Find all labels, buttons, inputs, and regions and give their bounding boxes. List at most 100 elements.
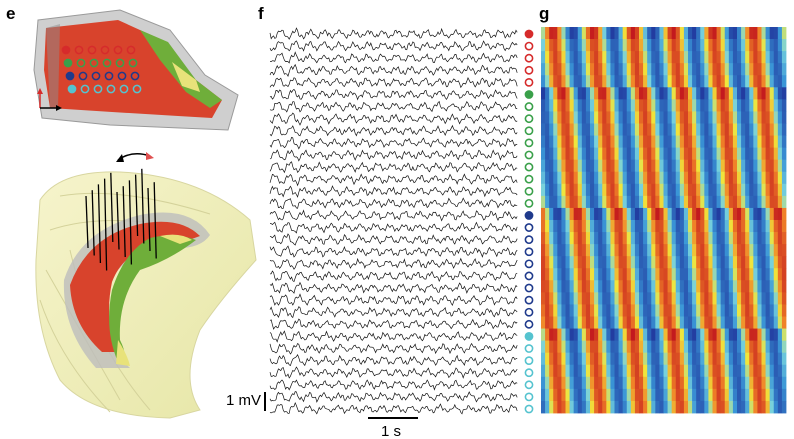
heatmap-cell bbox=[610, 256, 615, 269]
heatmap-cell bbox=[696, 195, 701, 209]
heatmap-cell bbox=[732, 39, 738, 52]
lfp-trace bbox=[269, 391, 518, 403]
heatmap-cell bbox=[720, 400, 726, 414]
heatmap-cell bbox=[773, 195, 779, 209]
heatmap-cell bbox=[667, 51, 673, 64]
heatmap-cell bbox=[663, 340, 668, 354]
heatmap-cell bbox=[573, 316, 579, 329]
heatmap-cell bbox=[569, 111, 575, 124]
heatmap-cell bbox=[663, 99, 668, 112]
heatmap-cell bbox=[557, 183, 562, 197]
heatmap-cell bbox=[655, 268, 660, 281]
heatmap-cell bbox=[630, 207, 636, 221]
heatmap-cell bbox=[573, 159, 579, 173]
heatmap-cell bbox=[634, 39, 640, 52]
heatmap-cell bbox=[675, 328, 681, 342]
heatmap-cell bbox=[688, 75, 693, 88]
heatmap-cell bbox=[732, 111, 738, 124]
heatmap-cell bbox=[692, 304, 697, 317]
heatmap-cell bbox=[561, 147, 566, 161]
heatmap-cell bbox=[577, 352, 583, 366]
heatmap-cell bbox=[565, 135, 570, 149]
heatmap-cell bbox=[761, 244, 766, 257]
heatmap-cell bbox=[577, 268, 583, 281]
heatmap-cell bbox=[606, 27, 611, 40]
heatmap-cell bbox=[565, 364, 570, 378]
heatmap-cell bbox=[704, 207, 709, 221]
heatmap-cell bbox=[541, 99, 546, 112]
heatmap-cell bbox=[753, 51, 758, 64]
heatmap-cell bbox=[553, 63, 558, 76]
heatmap-cell bbox=[614, 352, 619, 366]
heatmap-cell bbox=[777, 147, 783, 161]
heatmap-cell bbox=[549, 27, 554, 40]
channel-marker bbox=[524, 77, 534, 87]
heatmap-cell bbox=[618, 87, 624, 100]
heatmap-cell bbox=[598, 256, 603, 269]
heatmap-cell bbox=[561, 99, 566, 112]
heatmap-cell bbox=[565, 304, 570, 317]
heatmap-cell bbox=[773, 388, 779, 402]
heatmap-cell bbox=[626, 256, 632, 269]
heatmap-cell bbox=[561, 328, 566, 342]
heatmap-cell bbox=[679, 27, 685, 40]
heatmap-cell bbox=[777, 340, 783, 354]
heatmap-cell bbox=[708, 340, 713, 354]
heatmap-cell bbox=[581, 316, 587, 329]
heatmap-cell bbox=[610, 340, 615, 354]
heatmap-cell bbox=[781, 304, 787, 317]
heatmap-cell bbox=[618, 328, 624, 342]
heatmap-cell bbox=[573, 147, 579, 161]
heatmap-cell bbox=[634, 195, 640, 209]
heatmap-cell bbox=[732, 63, 738, 76]
heatmap-cell bbox=[745, 304, 750, 317]
heatmap-cell bbox=[659, 376, 664, 390]
heatmap-cell bbox=[737, 292, 742, 305]
heatmap-cell bbox=[781, 316, 787, 329]
heatmap-cell bbox=[590, 63, 595, 76]
heatmap-cell bbox=[553, 280, 558, 293]
heatmap-cell bbox=[773, 51, 779, 64]
heatmap-cell bbox=[683, 388, 689, 402]
heatmap-cell bbox=[581, 147, 587, 161]
heatmap-cell bbox=[757, 159, 762, 173]
heatmap-cell bbox=[720, 340, 726, 354]
heatmap-cell bbox=[651, 183, 656, 197]
heatmap-cell bbox=[545, 304, 550, 317]
heatmap-cell bbox=[769, 400, 775, 414]
heatmap-cell bbox=[745, 111, 750, 124]
heatmap-cell bbox=[614, 376, 619, 390]
heatmap-cell bbox=[688, 400, 693, 414]
heatmap-cell bbox=[728, 376, 734, 390]
electrode-dot bbox=[89, 58, 99, 68]
heatmap-cell bbox=[765, 183, 771, 197]
heatmap-cell bbox=[565, 352, 570, 366]
heatmap-cell bbox=[720, 256, 726, 269]
heatmap-cell bbox=[610, 39, 615, 52]
heatmap-cell bbox=[561, 364, 566, 378]
heatmap-cell bbox=[769, 123, 775, 136]
heatmap-cell bbox=[777, 183, 783, 197]
heatmap-cell bbox=[549, 316, 554, 329]
heatmap-cell bbox=[590, 292, 595, 305]
electrode-dot bbox=[132, 84, 142, 94]
channel-marker bbox=[524, 332, 534, 341]
heatmap-cell bbox=[549, 111, 554, 124]
heatmap-cell bbox=[577, 364, 583, 378]
heatmap-cell bbox=[692, 292, 697, 305]
heatmap-cell bbox=[700, 220, 705, 233]
heatmap-cell bbox=[581, 352, 587, 366]
heatmap-cell bbox=[781, 135, 787, 149]
heatmap-cell bbox=[557, 268, 562, 281]
heatmap-cell bbox=[577, 340, 583, 354]
heatmap-cell bbox=[626, 195, 632, 209]
heatmap-cell bbox=[765, 87, 771, 100]
heatmap-cell bbox=[577, 159, 583, 173]
heatmap-cell bbox=[639, 99, 644, 112]
heatmap-cell bbox=[581, 99, 587, 112]
heatmap-cell bbox=[549, 388, 554, 402]
heatmap-cell bbox=[741, 123, 746, 136]
heatmap-cell bbox=[561, 63, 566, 76]
heatmap-cell bbox=[606, 39, 611, 52]
heatmap-cell bbox=[781, 111, 787, 124]
